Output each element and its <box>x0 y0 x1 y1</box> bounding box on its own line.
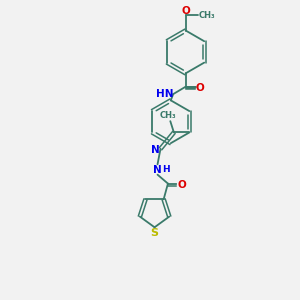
Text: CH₃: CH₃ <box>198 11 215 20</box>
Text: O: O <box>196 83 204 93</box>
Text: N: N <box>153 165 162 175</box>
Text: N: N <box>151 145 160 155</box>
Text: HN: HN <box>156 89 174 99</box>
Text: S: S <box>151 228 159 238</box>
Text: O: O <box>178 180 187 190</box>
Text: H: H <box>162 165 170 174</box>
Text: O: O <box>181 6 190 16</box>
Text: CH₃: CH₃ <box>160 111 176 120</box>
